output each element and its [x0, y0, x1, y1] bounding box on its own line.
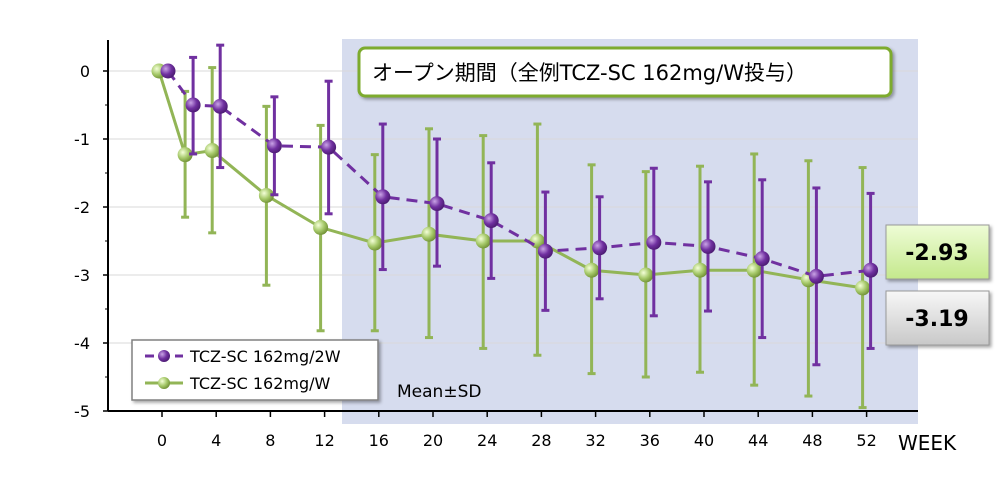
x-tick-label: 4 [211, 431, 221, 450]
y-tick-label: -1 [74, 130, 90, 149]
data-point [313, 219, 329, 235]
open-period-label-box [357, 46, 893, 98]
x-tick-labels: 0 4 8 12 16 20 24 28 32 36 40 44 48 52 [157, 411, 877, 450]
y-tick-label: -2 [74, 198, 90, 217]
legend-swatch-marker-green [158, 377, 170, 389]
x-tick-label: 8 [265, 431, 275, 450]
data-point [204, 143, 220, 159]
x-tick-label: 24 [477, 431, 497, 450]
data-point [537, 243, 553, 259]
y-tick-label: -4 [74, 334, 90, 353]
x-tick-label: 16 [369, 431, 389, 450]
data-point [855, 280, 871, 296]
y-tick-label: -5 [74, 402, 90, 421]
data-point [258, 187, 274, 203]
data-point [646, 234, 662, 250]
data-point [177, 147, 193, 163]
x-tick-label: 12 [314, 431, 334, 450]
legend: TCZ-SC 162mg/2W TCZ-SC 162mg/W [131, 339, 379, 401]
x-tick-label: 32 [585, 431, 605, 450]
data-point [160, 63, 176, 79]
y-tick-labels: 0 -1 -2 -3 -4 -5 [74, 62, 108, 421]
data-point [808, 268, 824, 284]
x-axis-label: WEEK [898, 431, 957, 455]
end-label-green-box [885, 290, 990, 346]
series-layer [151, 43, 879, 410]
data-point [212, 98, 228, 114]
data-point [429, 196, 445, 212]
legend-label-green: TCZ-SC 162mg/W [189, 374, 331, 393]
data-point [367, 235, 383, 251]
legend-label-purple: TCZ-SC 162mg/2W [189, 347, 341, 366]
y-tick-label: 0 [80, 62, 90, 81]
open-period-label: オープン期間（全例TCZ-SC 162mg/W投与） [372, 61, 807, 85]
data-point [375, 189, 391, 205]
x-tick-label: 20 [423, 431, 443, 450]
end-label-purple: -2.93 [905, 241, 968, 266]
data-point [700, 238, 716, 254]
data-point [692, 262, 708, 278]
data-point [321, 139, 337, 155]
x-tick-label: 40 [694, 431, 714, 450]
legend-box [131, 339, 379, 401]
data-point [421, 226, 437, 242]
end-label-green: -3.19 [905, 307, 968, 332]
data-point [266, 138, 282, 154]
series-green [151, 63, 871, 410]
x-tick-label: 28 [531, 431, 551, 450]
data-point [746, 262, 762, 278]
data-point [185, 97, 201, 113]
x-tick-label: 36 [640, 431, 660, 450]
x-tick-label: 44 [748, 431, 768, 450]
data-point [584, 262, 600, 278]
mean-sd-annotation: Mean±SD [397, 382, 481, 402]
data-point [754, 251, 770, 267]
end-label-purple-box [885, 224, 990, 280]
x-tick-label: 0 [157, 431, 167, 450]
data-point [475, 233, 491, 249]
data-point [638, 267, 654, 283]
x-tick-label: 48 [802, 431, 822, 450]
series-purple [160, 43, 879, 367]
data-point [483, 213, 499, 229]
data-point [863, 262, 879, 278]
x-tick-label: 52 [856, 431, 876, 450]
series-line [166, 70, 871, 278]
legend-swatch-marker-purple [158, 350, 170, 362]
data-point [592, 240, 608, 256]
y-tick-label: -3 [74, 266, 90, 285]
